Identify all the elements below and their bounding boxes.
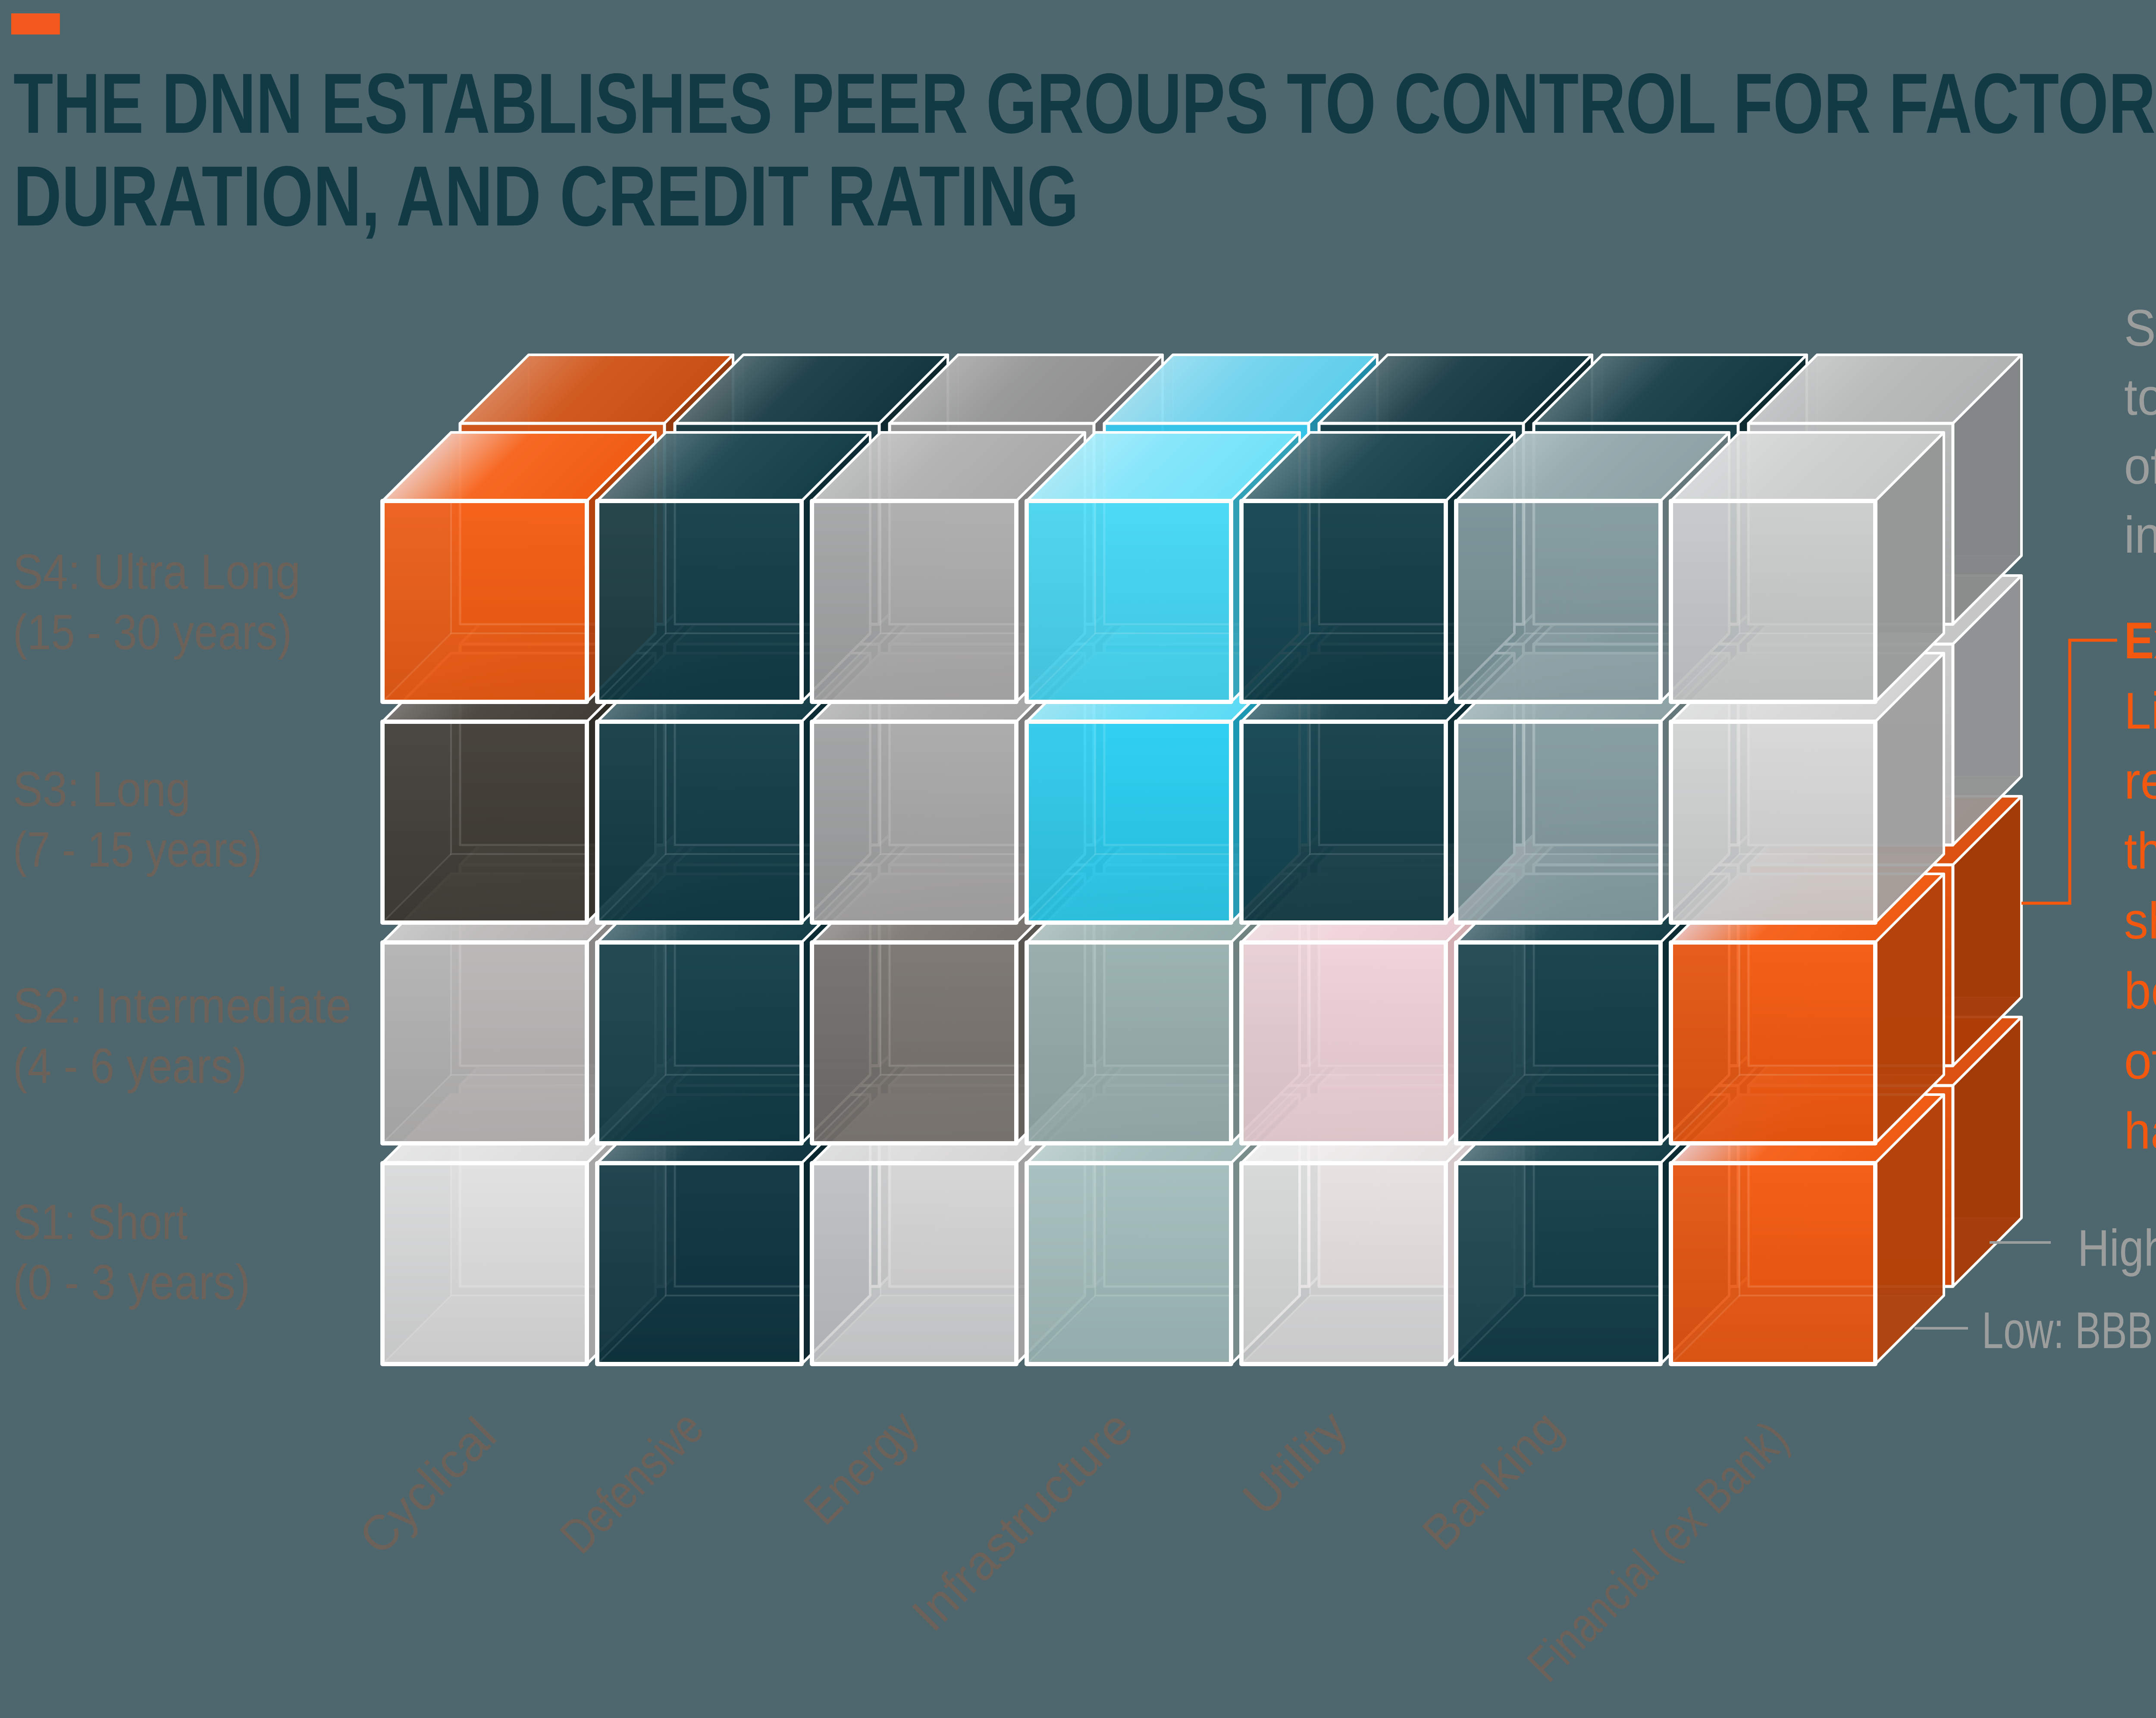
svg-text:S3: Long: S3: Long xyxy=(13,762,191,817)
svg-text:(15 - 30 years): (15 - 30 years) xyxy=(13,605,292,660)
svg-text:THE DNN ESTABLISHES PEER GROUP: THE DNN ESTABLISHES PEER GROUPS TO CONTR… xyxy=(13,56,2156,151)
svg-text:Example:: Example: xyxy=(2124,612,2156,670)
svg-text:requires the intermingling of: requires the intermingling of xyxy=(2124,752,2156,810)
svg-text:(4 - 6 years): (4 - 6 years) xyxy=(13,1039,247,1094)
svg-text:S4: Ultra Long: S4: Ultra Long xyxy=(13,545,301,600)
svg-text:bonds that have credit ratings: bonds that have credit ratings xyxy=(2124,962,2156,1020)
svg-text:Specific cells are merged: Specific cells are merged xyxy=(2124,299,2156,357)
svg-text:High: A or above: High: A or above xyxy=(2078,1219,2156,1277)
svg-text:have a credit rating of BBB.: have a credit rating of BBB. xyxy=(2124,1102,2156,1160)
svg-text:S2: Intermediate: S2: Intermediate xyxy=(13,978,351,1033)
svg-text:Financial (ex Bank): Financial (ex Bank) xyxy=(1517,1411,1799,1692)
svg-text:Cyclical: Cyclical xyxy=(348,1407,506,1565)
svg-text:the Financial (ex Bank) Sector: the Financial (ex Bank) Sector’s xyxy=(2124,822,2156,880)
svg-text:S1: Short: S1: Short xyxy=(13,1195,188,1250)
svg-text:of bonds that may exist in: of bonds that may exist in xyxy=(2124,437,2156,495)
svg-text:Utility: Utility xyxy=(1232,1400,1358,1526)
svg-text:individual cells.: individual cells. xyxy=(2124,506,2156,564)
svg-text:DURATION, AND CREDIT RATING: DURATION, AND CREDIT RATING xyxy=(13,148,1079,244)
svg-text:Banking: Banking xyxy=(1412,1400,1573,1561)
svg-text:Limited bond availability: Limited bond availability xyxy=(2124,682,2156,740)
svg-text:Defensive: Defensive xyxy=(550,1400,714,1564)
svg-text:(0 - 3 years): (0 - 3 years) xyxy=(13,1255,250,1310)
svg-text:of A or above with those that: of A or above with those that xyxy=(2124,1032,2156,1090)
svg-text:to account for small balances: to account for small balances xyxy=(2124,368,2156,426)
svg-text:Energy: Energy xyxy=(793,1400,929,1535)
svg-text:Infrastructure: Infrastructure xyxy=(902,1400,1144,1642)
svg-text:(7 - 15 years): (7 - 15 years) xyxy=(13,822,262,877)
svg-text:short- and intermediate-durati: short- and intermediate-duration xyxy=(2124,892,2156,950)
svg-text:Low: BBB: Low: BBB xyxy=(1982,1302,2153,1359)
